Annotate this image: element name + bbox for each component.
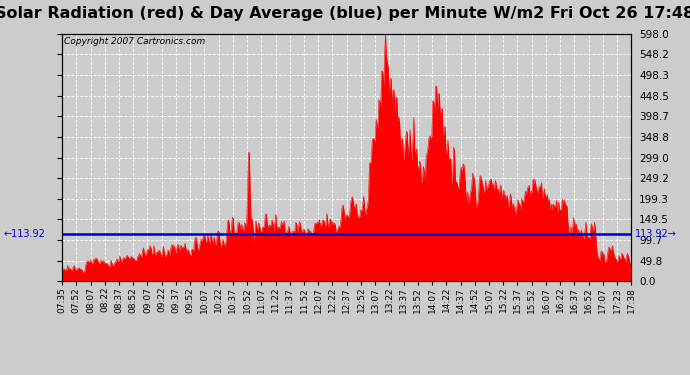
Text: 113.92→: 113.92→	[635, 229, 677, 239]
Text: ←113.92: ←113.92	[3, 229, 46, 239]
Text: Copyright 2007 Cartronics.com: Copyright 2007 Cartronics.com	[63, 38, 205, 46]
Text: Solar Radiation (red) & Day Average (blue) per Minute W/m2 Fri Oct 26 17:48: Solar Radiation (red) & Day Average (blu…	[0, 6, 690, 21]
